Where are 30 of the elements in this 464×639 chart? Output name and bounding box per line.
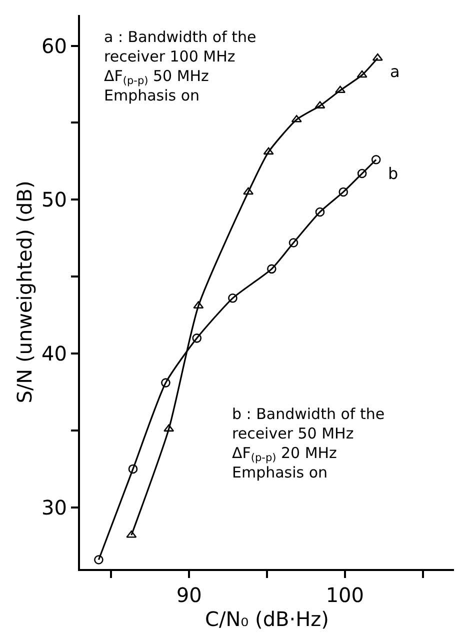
point bbox=[228, 294, 238, 303]
point bbox=[126, 530, 137, 538]
x-tick-label: 90 bbox=[176, 583, 202, 607]
point bbox=[372, 53, 383, 61]
point bbox=[357, 168, 367, 178]
point bbox=[356, 70, 368, 78]
point bbox=[291, 114, 302, 122]
annotation: b : Bandwidth of the receiver 50 MHz ΔF$_{(p-p)}$ 20 MHz Emphasis on bbox=[232, 405, 385, 482]
point bbox=[263, 147, 274, 155]
annotation: a : Bandwidth of the receiver 100 MHz ΔF$_{(p-p)}$ 50 MHz Emphasis on bbox=[104, 28, 256, 104]
x-tick-label: 100 bbox=[326, 583, 364, 607]
series-label: b bbox=[388, 164, 398, 183]
x-axis-title: C/N₀ (dB·Hz) bbox=[205, 607, 329, 631]
y-tick-label: 50 bbox=[42, 188, 67, 212]
point bbox=[243, 187, 254, 195]
point bbox=[371, 155, 381, 164]
point bbox=[267, 264, 276, 274]
point bbox=[338, 187, 348, 197]
point bbox=[128, 464, 138, 474]
point bbox=[161, 378, 170, 388]
y-tick-label: 30 bbox=[42, 495, 67, 520]
point bbox=[315, 207, 325, 217]
y-tick-label: 40 bbox=[42, 342, 67, 366]
series-label: a bbox=[390, 62, 400, 81]
point bbox=[288, 238, 298, 248]
y-axis-title: S/N (unweighted) (dB) bbox=[12, 180, 37, 404]
point bbox=[94, 555, 104, 564]
point bbox=[192, 334, 202, 343]
y-tick-label: 60 bbox=[42, 34, 67, 58]
point bbox=[164, 424, 174, 432]
